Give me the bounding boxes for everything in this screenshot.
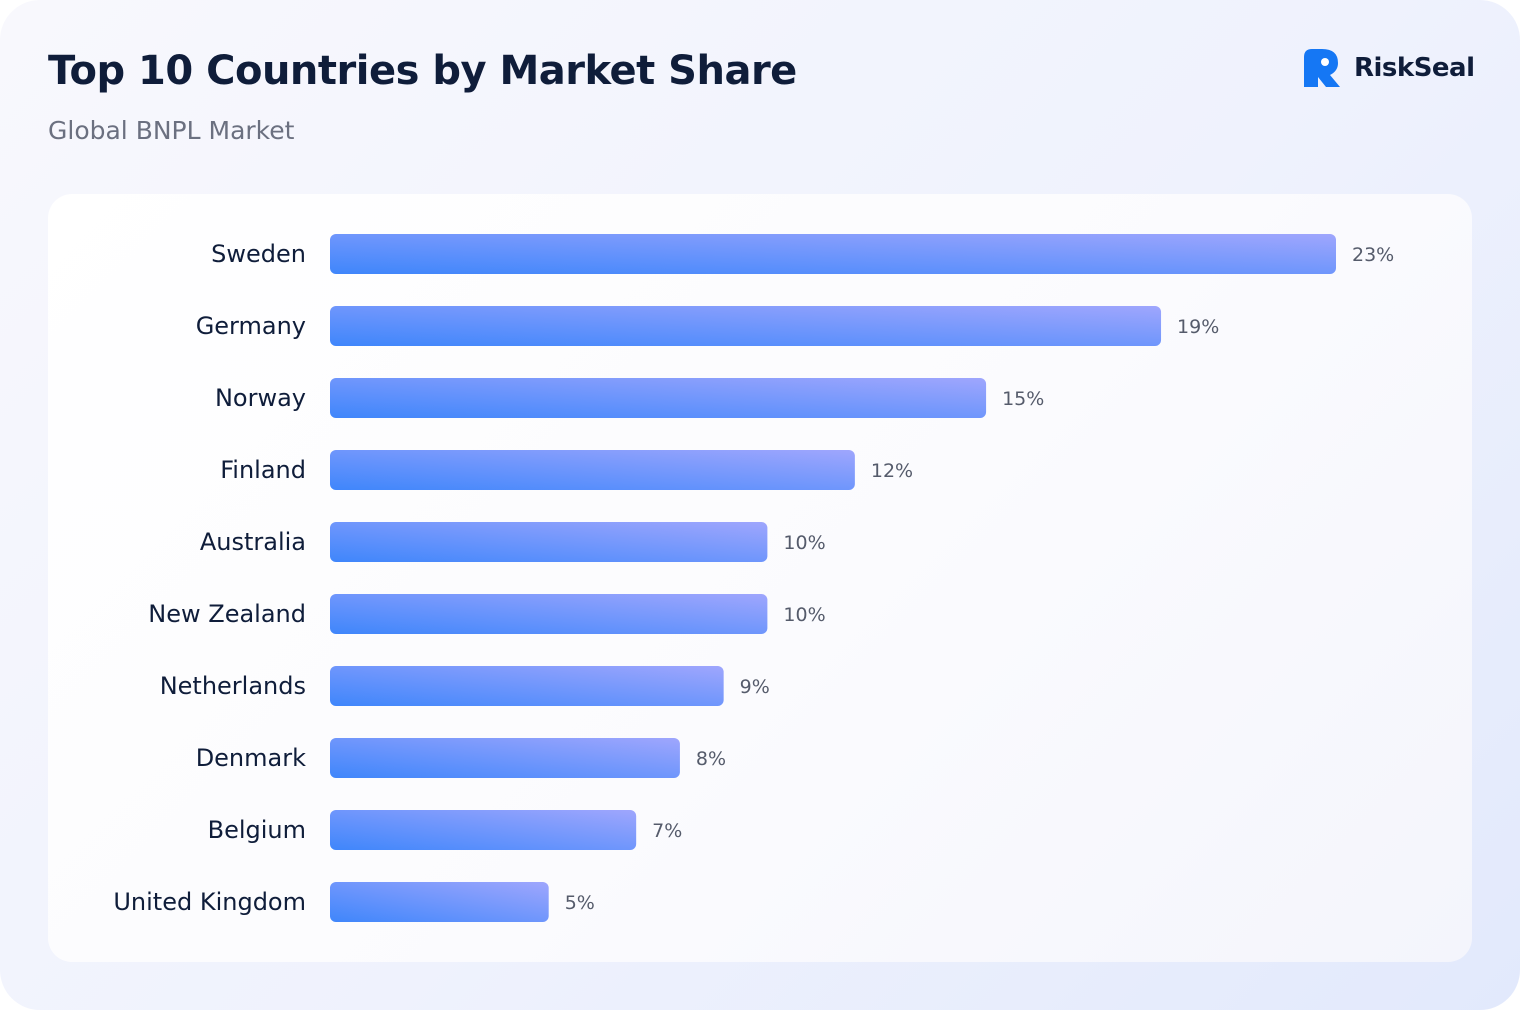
value-label-belgium: 7% [652, 820, 682, 842]
bar-netherlands [330, 666, 724, 706]
bars-layer: Sweden 23% Germany 19% Norway 15% Finland 12% Au… [113, 234, 1394, 922]
bar-germany [330, 306, 1162, 346]
value-label-australia: 10% [783, 532, 825, 554]
bar-chart: Sweden 23% Germany 19% Norway 15% Finland 12% Au… [113, 234, 1394, 922]
chart-panel: Sweden 23% Germany 19% Norway 15% Finland 12% Au… [48, 194, 1472, 962]
bar-australia [330, 522, 768, 562]
bar-united-kingdom [330, 882, 549, 922]
bar-new-zealand [330, 594, 768, 634]
bar-finland [330, 450, 855, 490]
category-label-denmark: Denmark [196, 744, 306, 772]
bar-norway [330, 378, 987, 418]
category-label-new-zealand: New Zealand [148, 600, 306, 628]
value-label-finland: 12% [871, 460, 913, 482]
value-label-netherlands: 9% [740, 676, 770, 698]
category-label-united-kingdom: United Kingdom [113, 888, 306, 916]
value-label-united-kingdom: 5% [565, 892, 595, 914]
riskseal-logo-icon [1304, 49, 1340, 87]
category-label-norway: Norway [215, 384, 306, 412]
bar-belgium [330, 810, 637, 850]
value-label-new-zealand: 10% [783, 604, 825, 626]
chart-subtitle: Global BNPL Market [48, 116, 295, 145]
chart-title: Top 10 Countries by Market Share [48, 48, 797, 94]
category-label-finland: Finland [220, 456, 306, 484]
brand-name: RiskSeal [1354, 53, 1475, 83]
brand-logo: RiskSeal [1302, 46, 1475, 90]
category-label-belgium: Belgium [208, 816, 306, 844]
bar-sweden [330, 234, 1336, 274]
category-label-australia: Australia [200, 528, 306, 556]
bar-denmark [330, 738, 680, 778]
value-label-germany: 19% [1177, 316, 1219, 338]
value-label-sweden: 23% [1352, 244, 1394, 266]
category-label-germany: Germany [196, 312, 306, 340]
category-label-netherlands: Netherlands [160, 672, 306, 700]
category-label-sweden: Sweden [211, 240, 306, 268]
value-label-norway: 15% [1002, 388, 1044, 410]
value-label-denmark: 8% [696, 748, 726, 770]
